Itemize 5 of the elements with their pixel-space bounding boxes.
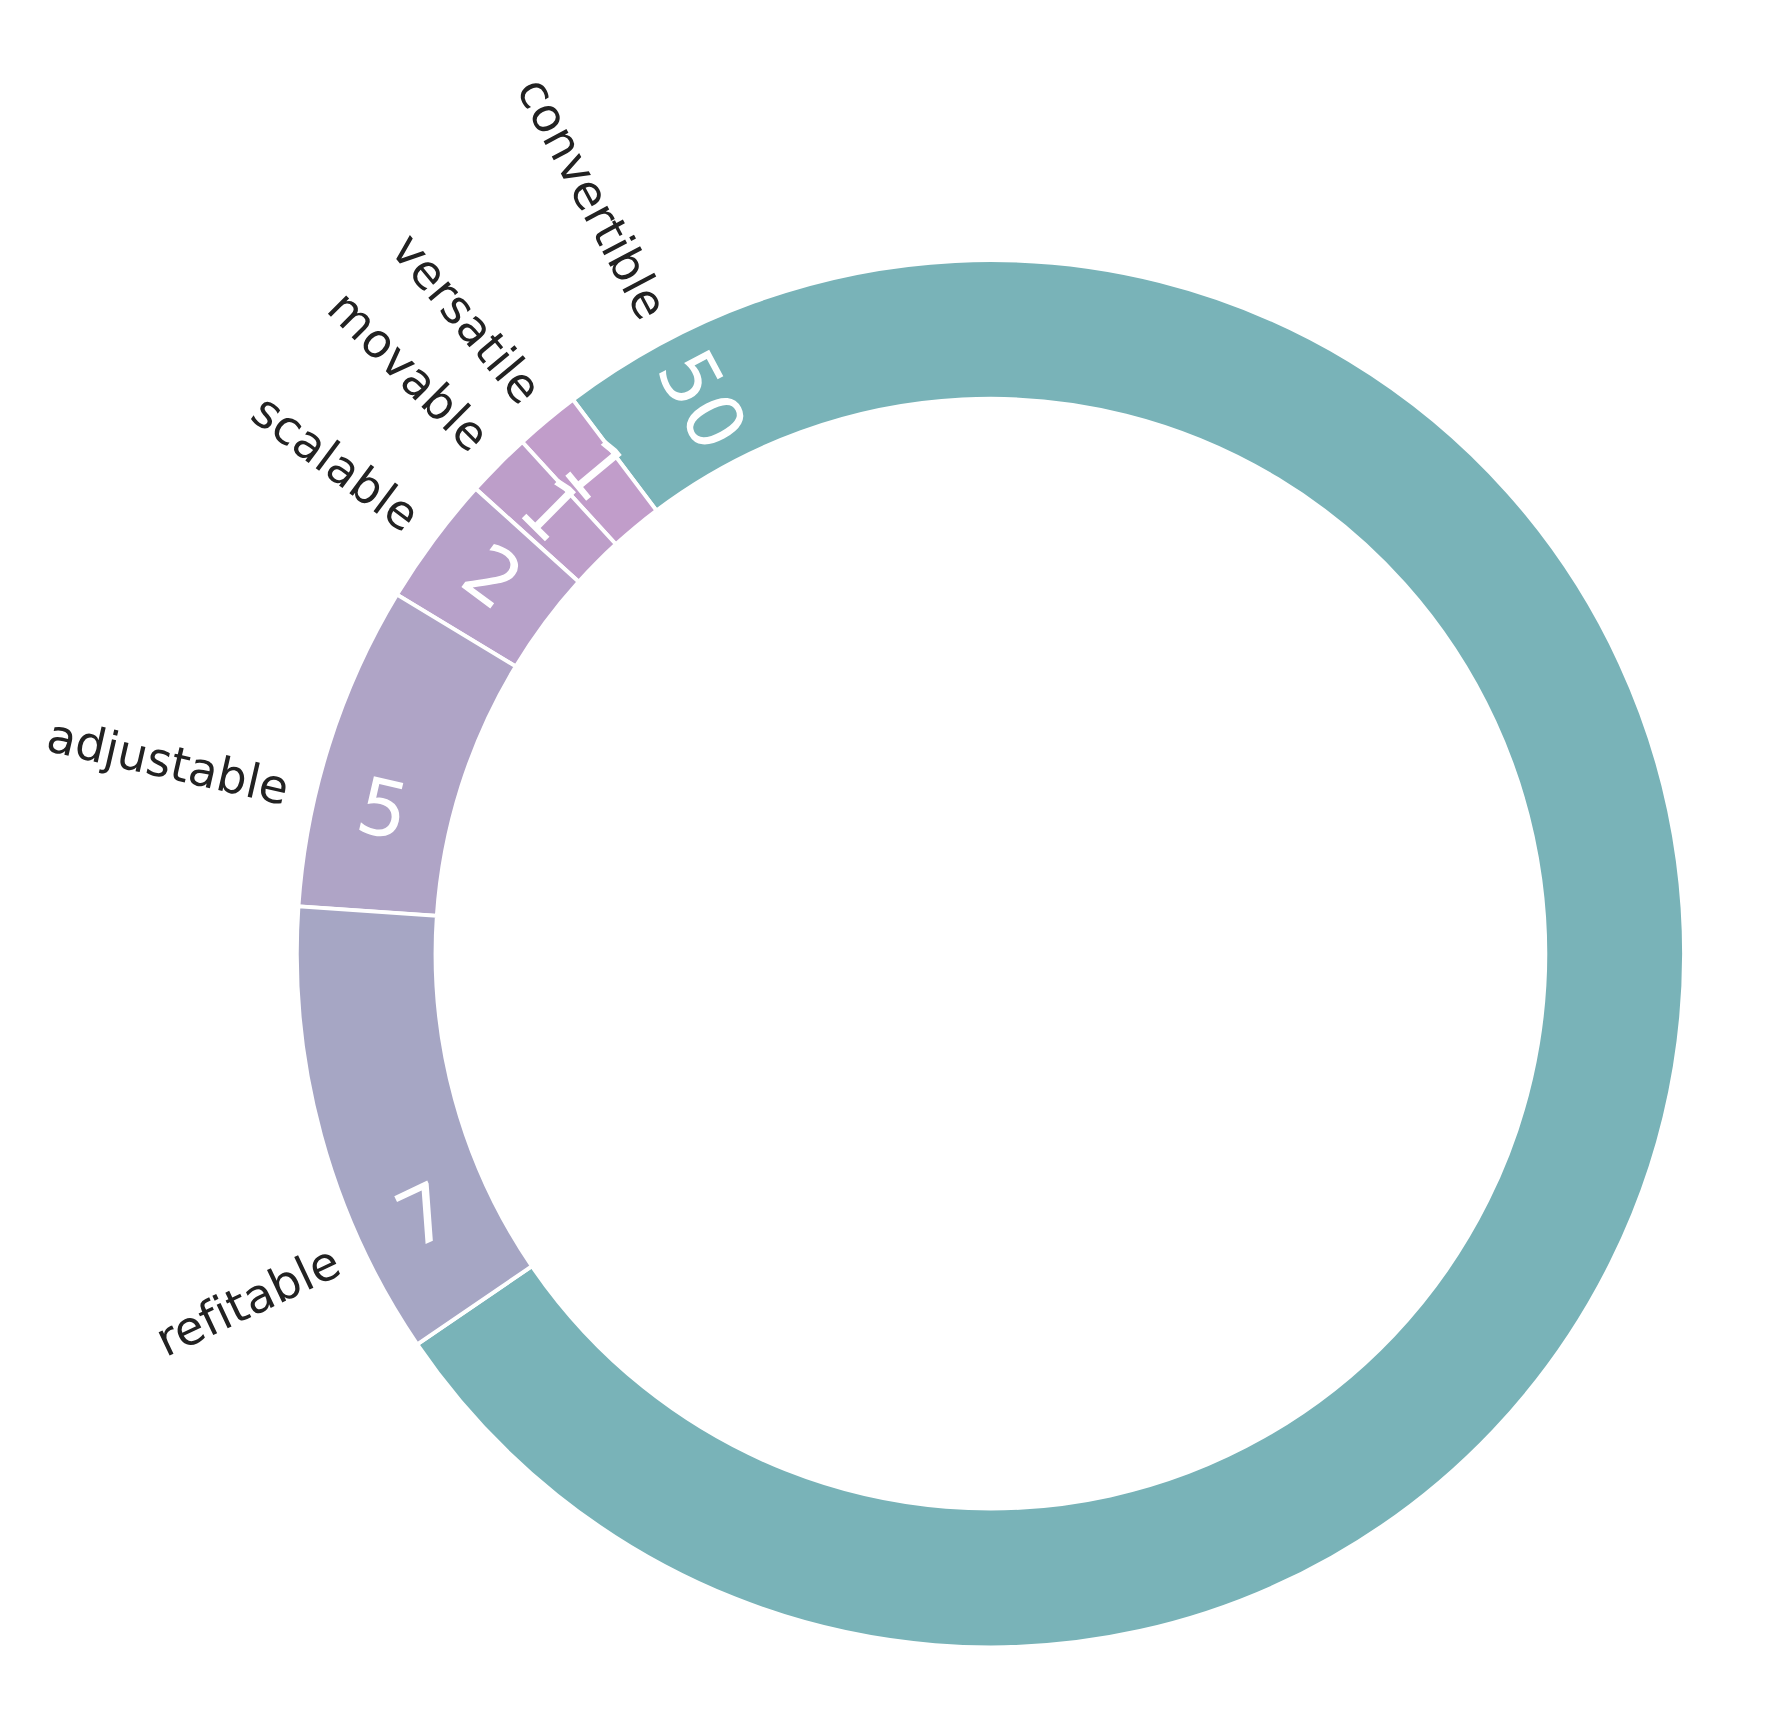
data-label: 2 (461, 540, 525, 609)
data-label: 50 (657, 347, 751, 453)
data-label: 7 (394, 1180, 452, 1248)
data-label: 5 (358, 775, 408, 841)
slice-label: adjustable (45, 715, 290, 815)
